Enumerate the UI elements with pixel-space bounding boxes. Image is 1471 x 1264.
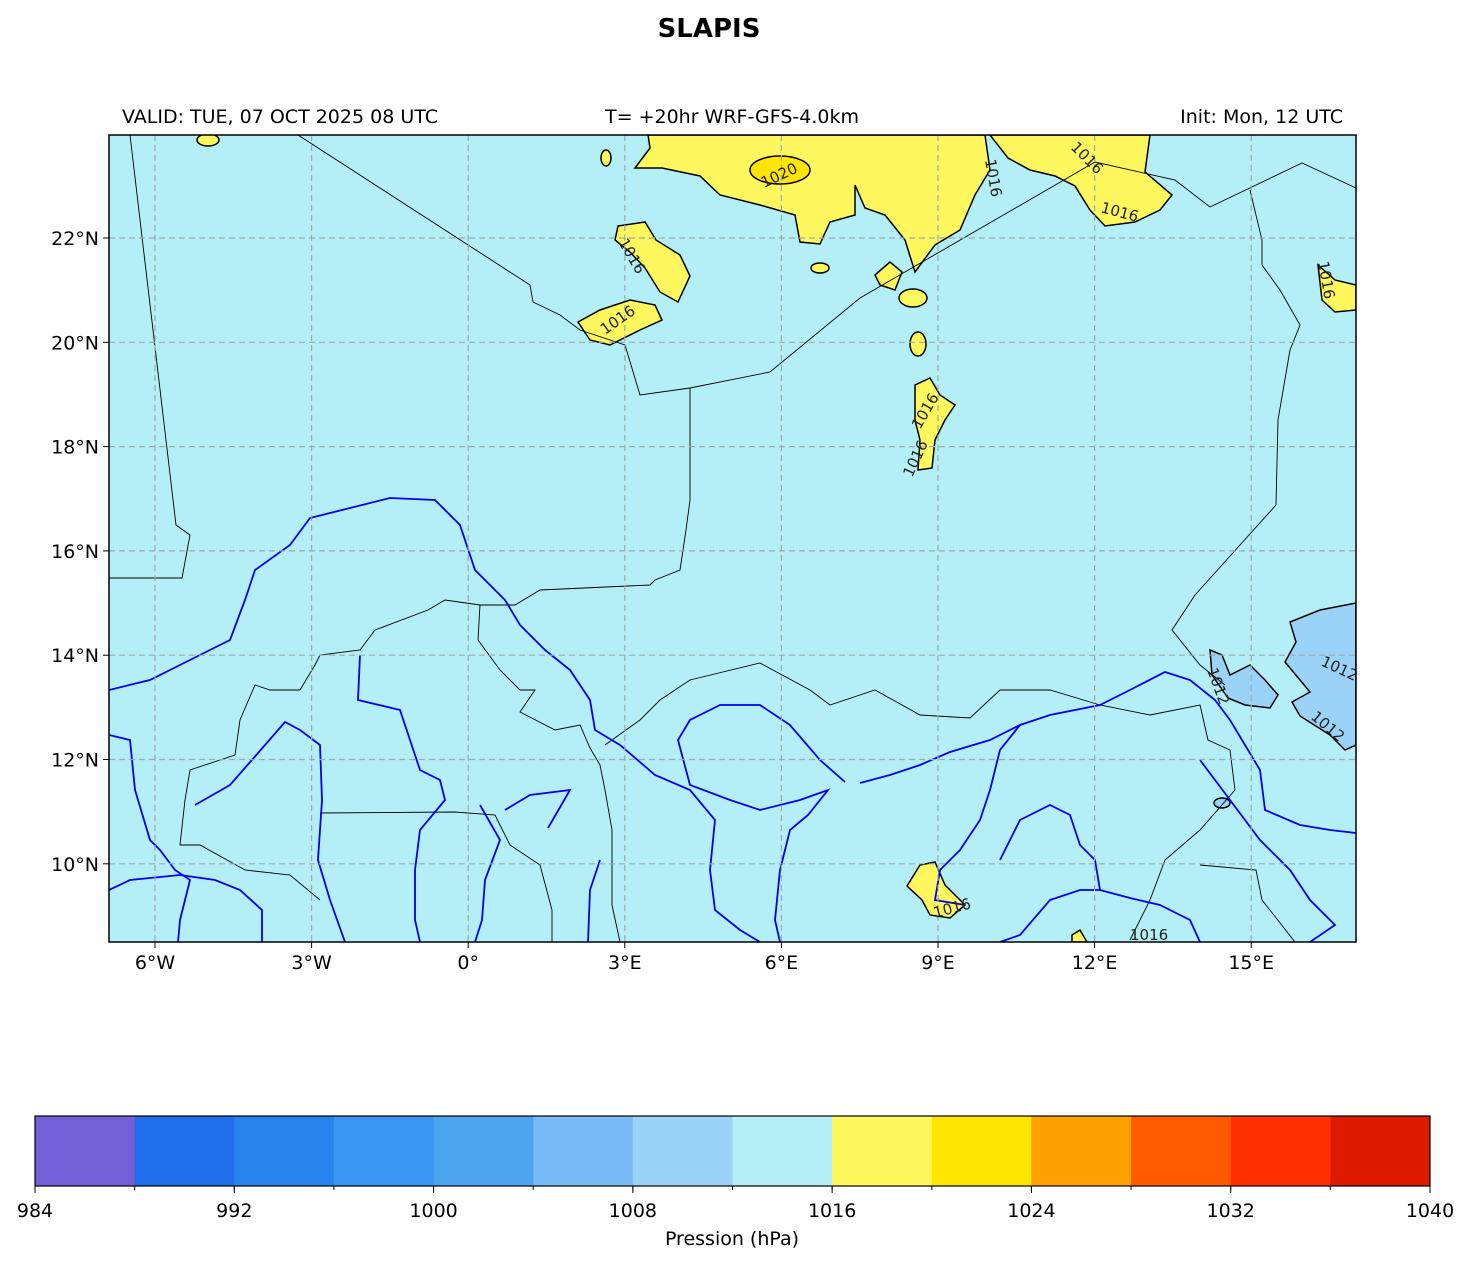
colorbar-bin [1031,1116,1132,1186]
lon-tick-label: 6°W [135,952,176,974]
colorbar-bin [931,1116,1032,1186]
colorbar-bin [333,1116,435,1186]
lat-tick-label: 22°N [51,228,99,250]
lon-tick-label: 3°E [608,952,642,974]
colorbar-bin [134,1116,235,1186]
gridlines [109,135,1356,942]
colorbar-bin [1330,1116,1431,1186]
colorbar-label: Pression (hPa) [665,1228,799,1250]
colorbar-bin [35,1116,136,1186]
colorbar-bin [533,1116,634,1186]
map-background [109,135,1356,942]
borders [109,135,1356,942]
low-pressure-areas [1209,602,1356,809]
colorbar-bin [1230,1116,1331,1186]
colorbar: 984 992 1000 1008 1016 1024 1032 1040 [17,1115,1454,1222]
colorbar-tick-label: 1024 [1007,1200,1055,1222]
colorbar-tick-label: 1000 [409,1200,457,1222]
colorbar-bin [433,1116,534,1186]
colorbar-tick-label: 984 [17,1200,53,1222]
map: 1020 1016 1016 1016 1016 1016 1016 1016 … [109,135,1356,944]
lat-tick-label: 20°N [51,332,99,354]
lon-tick-label: 15°E [1228,952,1274,974]
lat-tick-label: 14°N [51,645,99,667]
map-ticks: 6°W 3°W 0° 3°E 6°E 9°E 12°E 15°E 22°N 20°N 18°N 16°… [51,228,1274,974]
colorbar-tick-label: 1032 [1207,1200,1255,1222]
colorbar-frame [34,1115,1431,1187]
lat-tick-label: 18°N [51,437,99,459]
lon-tick-label: 3°W [291,952,332,974]
lat-tick-label: 12°N [51,750,99,772]
run-info: T= +20hr WRF-GFS-4.0km [604,106,859,128]
lon-tick-label: 9°E [921,952,955,974]
lon-tick-label: 12°E [1072,952,1118,974]
colorbar-bin [1131,1116,1232,1186]
colorbar-tick-label: 1008 [609,1200,657,1222]
colorbar-tick-label: 1040 [1406,1200,1454,1222]
high-pressure-areas [196,135,1356,942]
lon-tick-label: 0° [457,952,479,974]
colorbar-tick-label: 1016 [808,1200,856,1222]
lat-tick-label: 10°N [51,854,99,876]
lat-tick-label: 16°N [51,541,99,563]
colorbar-bin [234,1116,335,1186]
valid-time: VALID: TUE, 07 OCT 2025 08 UTC [122,106,438,128]
rivers [109,497,1356,942]
colorbar-tick-label: 992 [216,1200,252,1222]
title: SLAPIS [658,14,761,44]
init-time: Init: Mon, 12 UTC [1180,106,1343,128]
colorbar-bin [832,1116,933,1186]
map-frame [108,134,1357,943]
lon-tick-label: 6°E [765,952,799,974]
colorbar-bin [632,1116,733,1186]
colorbar-bin [732,1116,833,1186]
contour-label: 1016 [1130,926,1168,944]
